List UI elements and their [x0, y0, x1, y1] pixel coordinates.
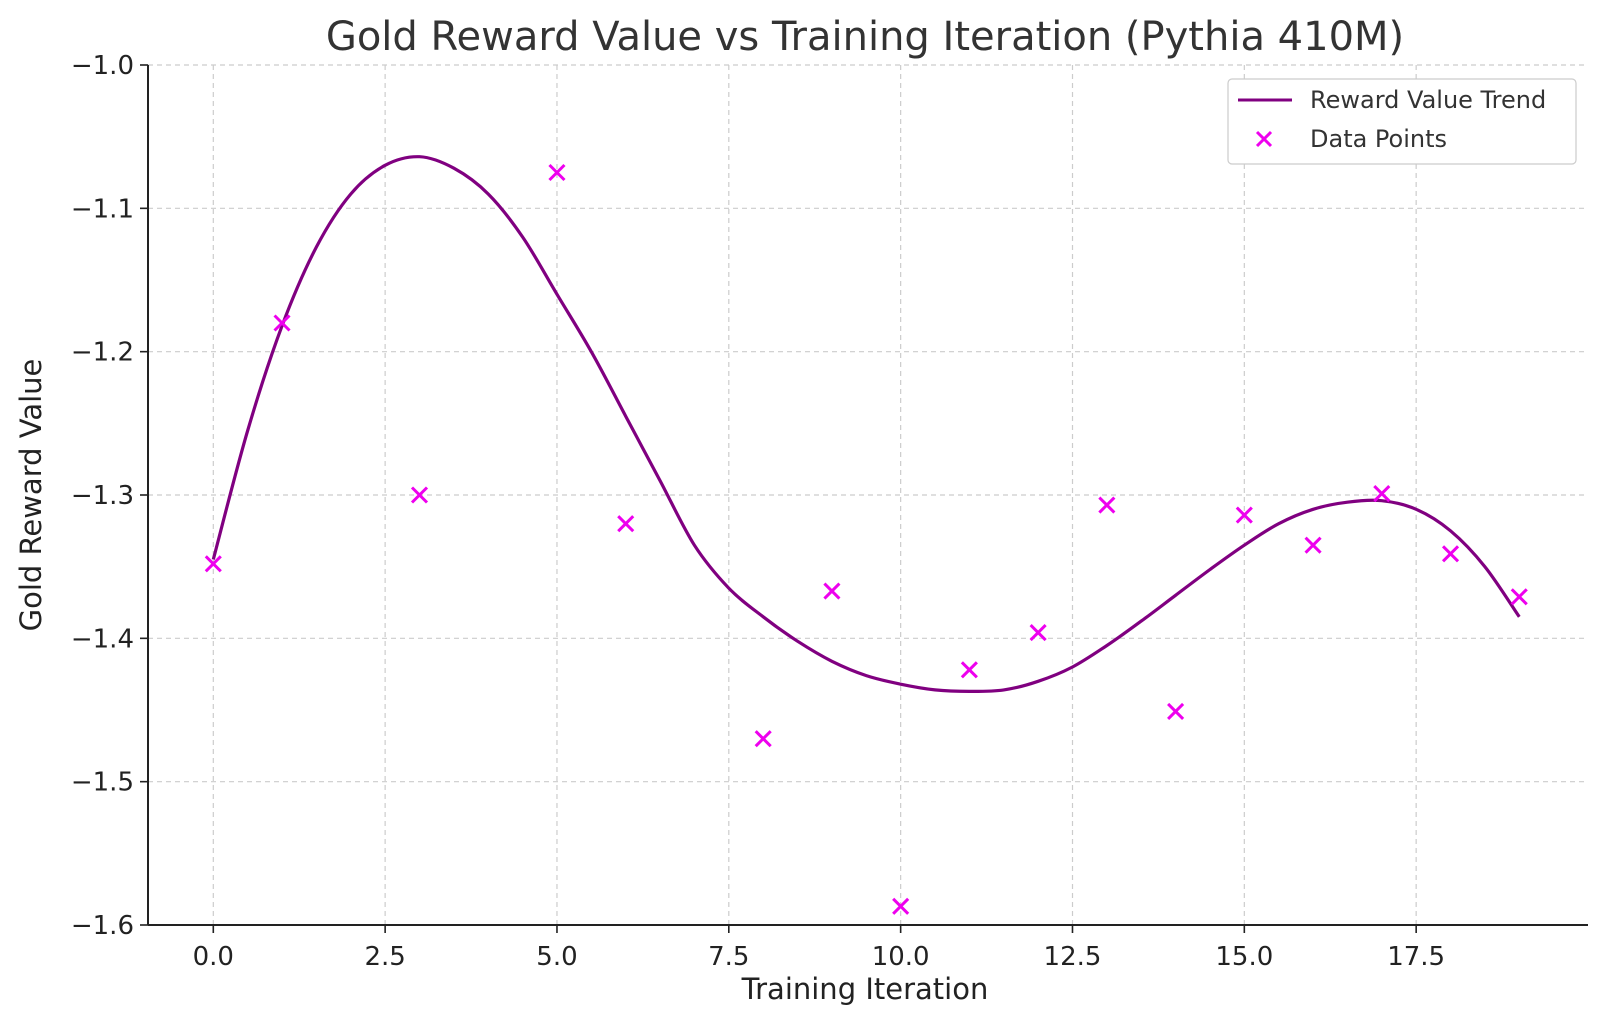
y-axis-label: Gold Reward Value — [14, 359, 48, 632]
data-point-marker — [273, 314, 291, 332]
plot-area — [204, 155, 1528, 915]
data-point-marker — [1098, 496, 1116, 514]
y-tick-label: −1.5 — [71, 768, 134, 798]
chart-title: Gold Reward Value vs Training Iteration … — [326, 14, 1404, 60]
x-tick-label: 2.5 — [364, 942, 405, 972]
data-point-marker — [823, 582, 841, 600]
legend-marker-swatch — [1255, 130, 1273, 148]
data-point-marker — [1304, 536, 1322, 554]
data-point-marker — [892, 897, 910, 915]
y-tick-label: −1.6 — [71, 911, 134, 941]
data-point-marker — [617, 515, 635, 533]
data-point-marker — [1441, 545, 1460, 563]
data-point-marker — [548, 163, 566, 182]
x-tick-label: 17.5 — [1387, 942, 1445, 972]
grid — [148, 64, 1588, 926]
trend-line — [211, 155, 1521, 694]
x-axis-label: Training Iteration — [741, 972, 989, 1006]
data-point-marker — [960, 661, 978, 679]
y-tick-label: −1.4 — [71, 624, 134, 654]
data-point-marker — [204, 555, 222, 573]
x-tick-label: 12.5 — [1044, 942, 1102, 972]
data-point-marker — [754, 730, 772, 748]
y-tick-label: −1.3 — [71, 481, 134, 511]
x-tick-label: 5.0 — [536, 942, 577, 972]
legend-box — [1227, 78, 1577, 165]
x-tick-label: 10.0 — [872, 942, 930, 972]
x-tick-label: 15.0 — [1215, 942, 1273, 972]
y-tick-label: −1.2 — [71, 338, 134, 368]
y-tick-label: −1.0 — [71, 51, 134, 81]
data-point-marker — [1167, 702, 1185, 720]
data-point-marker — [1029, 624, 1047, 642]
data-point-marker — [1373, 485, 1391, 503]
axes: 0.0 2.5 5.0 7.5 10.0 12.5 15.0 17.5 −1.6 −1.5 −1.4… — [71, 51, 1588, 972]
data-point-marker — [410, 486, 429, 504]
legend-label-points: Data Points — [1310, 125, 1447, 153]
data-point-marker — [1510, 588, 1528, 606]
data-point-marker — [1235, 506, 1253, 524]
y-tick-label: −1.1 — [71, 194, 134, 224]
legend: Reward Value Trend Data Points — [1227, 78, 1577, 165]
x-tick-label: 0.0 — [193, 942, 234, 972]
x-tick-label: 7.5 — [708, 942, 749, 972]
legend-label-trend: Reward Value Trend — [1310, 86, 1546, 114]
